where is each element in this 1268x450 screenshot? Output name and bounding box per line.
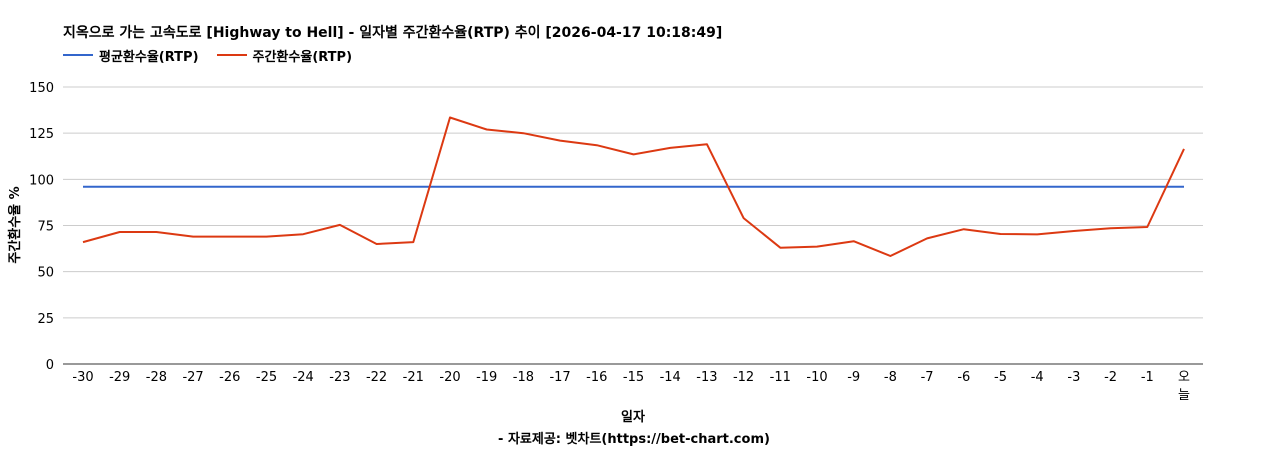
x-tick-label: -28 xyxy=(146,370,167,385)
y-tick-label: 125 xyxy=(29,127,54,142)
x-tick-label: -23 xyxy=(329,370,350,385)
x-tick-label: -21 xyxy=(403,370,424,385)
y-tick-label: 100 xyxy=(29,173,54,188)
x-tick-label: -30 xyxy=(72,370,93,385)
series-lines xyxy=(82,116,1185,257)
legend-swatch-weekly xyxy=(216,54,247,56)
y-tick-label: 50 xyxy=(37,266,54,281)
x-tick-label: -14 xyxy=(660,370,681,385)
x-tick-label: -25 xyxy=(256,370,277,385)
x-tick-label: -16 xyxy=(586,370,607,385)
series-line-weekly-rtp[interactable] xyxy=(82,116,1185,257)
y-tick-label: 75 xyxy=(37,220,54,235)
x-tick-label: -19 xyxy=(476,370,497,385)
x-tick-label: -2 xyxy=(1104,370,1117,385)
x-tick-label: -20 xyxy=(439,370,460,385)
x-tick-label: -9 xyxy=(847,370,860,385)
legend-item-average[interactable]: 평균환수율(RTP) xyxy=(63,46,199,65)
x-tick-label: -1 xyxy=(1141,370,1154,385)
y-tick-label: 0 xyxy=(46,358,54,373)
x-tick-label: -13 xyxy=(696,370,717,385)
x-tick-label: -27 xyxy=(182,370,203,385)
chart-title: 지옥으로 가는 고속도로 [Highway to Hell] - 일자별 주간환… xyxy=(63,25,723,41)
x-tick-label: -10 xyxy=(806,370,827,385)
x-tick-label: -5 xyxy=(994,370,1007,385)
x-tick-label: -8 xyxy=(884,370,897,385)
x-tick-label: -12 xyxy=(733,370,754,385)
x-tick-label: -7 xyxy=(921,370,934,385)
x-tick-label: -4 xyxy=(1031,370,1044,385)
legend-swatch-average xyxy=(63,54,93,56)
legend-label-weekly: 주간환수율(RTP) xyxy=(252,49,353,65)
y-tick-label: 25 xyxy=(37,312,54,327)
x-tick-label: -22 xyxy=(366,370,387,385)
y-axis-title: 주간환수율 % xyxy=(7,186,23,263)
x-tick-label: -24 xyxy=(293,370,314,385)
legend-item-weekly[interactable]: 주간환수율(RTP) xyxy=(216,46,353,65)
y-tick-label: 150 xyxy=(29,81,54,96)
x-tick-label: -3 xyxy=(1067,370,1080,385)
x-axis-title: 일자 xyxy=(621,410,645,425)
x-tick-label: -11 xyxy=(770,370,791,385)
x-tick-label: -18 xyxy=(513,370,534,385)
x-tick-label: -17 xyxy=(549,370,570,385)
chart-legend: 평균환수율(RTP) 주간환수율(RTP) xyxy=(63,46,370,65)
x-tick-label: -26 xyxy=(219,370,240,385)
data-source-credit: - 자료제공: 벳차트(https://bet-chart.com) xyxy=(498,432,770,447)
x-tick-label: -15 xyxy=(623,370,644,385)
legend-label-average: 평균환수율(RTP) xyxy=(99,49,199,65)
x-tick-label: -29 xyxy=(109,370,130,385)
x-tick-label: -6 xyxy=(957,370,970,385)
gridlines xyxy=(63,86,1203,365)
y-axis-ticks: 0 25 50 75 100 125 150 xyxy=(29,81,54,373)
x-axis-ticks: -30 -29 -28 -27 -26 -25 -24 -23 -22 -21 -20 -19 -18-… xyxy=(72,370,1190,403)
